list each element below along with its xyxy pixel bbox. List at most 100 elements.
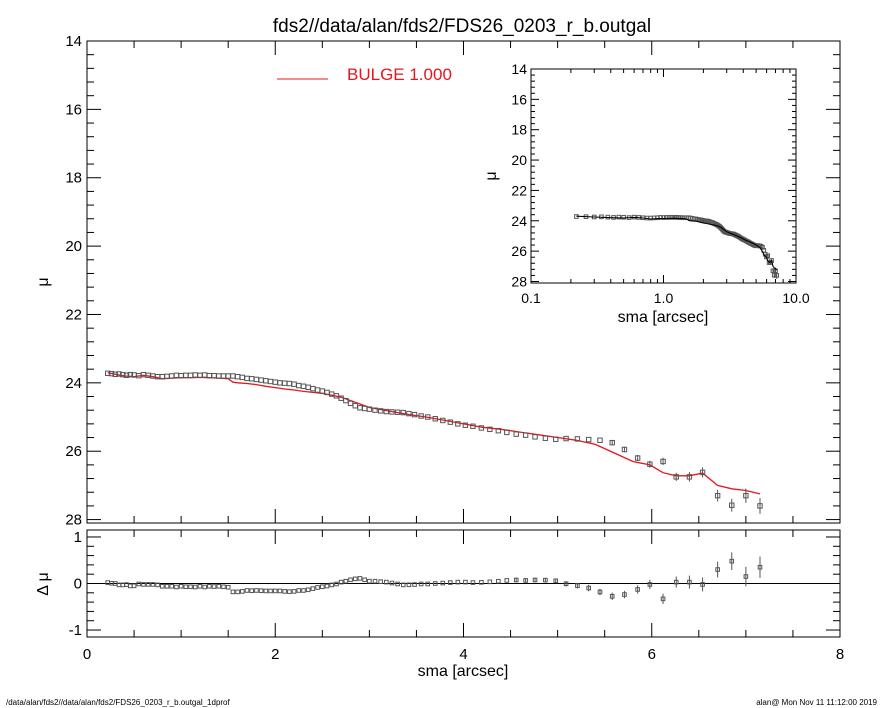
residual-point	[362, 577, 367, 583]
data-point	[673, 474, 679, 480]
residual-point	[700, 582, 705, 587]
residual-point	[155, 582, 160, 588]
residual-point	[729, 558, 735, 564]
residual-point	[207, 583, 212, 589]
residual-x-tick-label: 6	[648, 646, 656, 663]
data-point	[470, 423, 476, 429]
main-y-tick-label: 24	[65, 375, 82, 392]
residual-point	[216, 583, 222, 589]
inset-y-axis-label: μ	[483, 171, 500, 180]
residual-point	[563, 581, 569, 587]
residual-point	[470, 580, 476, 585]
data-point	[400, 409, 406, 416]
residual-point	[687, 579, 692, 585]
inset-ticks: 14 16 18 20 22 24 26 280.1 1.0 10.0	[511, 61, 809, 306]
residual-point	[660, 596, 666, 602]
residual-point	[131, 583, 137, 589]
data-point	[447, 419, 454, 425]
residual-point	[225, 584, 231, 590]
residual-point	[244, 588, 250, 593]
residual-x-tick-label: 2	[271, 646, 279, 663]
residual-point	[575, 583, 580, 588]
residual-point	[622, 592, 627, 597]
residual-point	[183, 584, 189, 590]
data-point	[647, 461, 653, 467]
inset-point	[671, 215, 677, 220]
residual-point	[263, 588, 269, 594]
data-point	[522, 432, 529, 438]
inset-point	[765, 253, 771, 258]
main-y-tick-label: 20	[65, 238, 82, 255]
data-point	[377, 408, 384, 414]
residual-point	[301, 588, 306, 593]
residual-point	[324, 583, 330, 589]
residual-point	[395, 581, 400, 587]
inset-panel: 14 16 18 20 22 24 26 280.1 1.0 10.0 μ sma [arcsec…	[483, 61, 810, 326]
legend-label: BULGE 1.000	[347, 65, 452, 84]
data-point	[513, 431, 519, 437]
residual-point	[715, 567, 720, 572]
model-line	[107, 371, 761, 495]
main-y-tick-label: 14	[65, 33, 82, 50]
residual-point	[496, 578, 501, 584]
residual-point	[235, 589, 240, 595]
inset-y-tick-label: 14	[511, 61, 527, 77]
residual-point	[287, 589, 292, 594]
data-point	[455, 421, 461, 427]
data-point	[440, 417, 446, 424]
data-point	[425, 414, 431, 420]
residual-point	[315, 585, 320, 590]
data-point	[660, 458, 666, 465]
model-layer	[107, 371, 761, 495]
residual-point	[338, 579, 344, 585]
residual-point	[329, 582, 335, 588]
residual-point	[249, 588, 255, 594]
residual-point	[455, 579, 461, 585]
residual-point	[372, 578, 378, 584]
inset-y-tick-label: 18	[511, 122, 527, 138]
residual-point	[164, 583, 170, 589]
residual-point	[448, 580, 453, 585]
footer-timestamp: alan@ Mon Nov 11 11:12:00 2019	[756, 698, 877, 707]
data-point	[699, 469, 706, 476]
data-point	[542, 435, 549, 441]
residual-point	[647, 582, 653, 587]
data-point	[300, 383, 307, 389]
residual-point	[240, 589, 245, 594]
data-point	[244, 375, 250, 382]
data-point	[366, 406, 373, 412]
data-point	[532, 434, 538, 440]
data-point	[277, 380, 283, 386]
data-point	[310, 385, 316, 392]
data-point	[253, 376, 260, 383]
data-point	[563, 435, 569, 442]
residual-point	[174, 584, 179, 590]
data-point	[192, 372, 198, 378]
residual-point	[635, 587, 640, 592]
inset-x-tick-label: 10.0	[782, 290, 809, 306]
data-point	[343, 397, 349, 404]
data-point	[291, 381, 297, 387]
data-point	[187, 372, 194, 379]
residual-y-tick-label: -1	[69, 622, 82, 639]
residual-point	[272, 588, 278, 594]
inset-point	[666, 215, 672, 220]
main-y-tick-label: 26	[65, 443, 82, 460]
data-point	[478, 425, 485, 431]
data-point	[634, 455, 641, 461]
residual-x-axis-label: sma [arcsec]	[418, 663, 509, 680]
residual-point	[479, 580, 484, 585]
data-point	[105, 370, 111, 376]
residual-point	[127, 583, 133, 589]
data-point	[286, 380, 293, 387]
data-point	[225, 373, 231, 379]
data-point	[609, 439, 615, 446]
inset-y-tick-label: 20	[511, 152, 527, 168]
residual-point	[597, 589, 603, 595]
data-point	[686, 474, 693, 480]
data-point	[585, 436, 592, 443]
residual-point	[553, 578, 559, 584]
residual-point	[425, 581, 431, 587]
inset-point	[774, 273, 779, 278]
